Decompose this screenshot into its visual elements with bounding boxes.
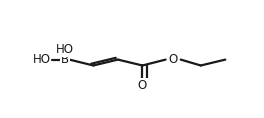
Text: B: B: [61, 53, 69, 66]
Text: HO: HO: [32, 53, 50, 66]
Text: HO: HO: [56, 43, 74, 56]
Text: O: O: [138, 79, 147, 92]
Text: O: O: [168, 53, 178, 66]
